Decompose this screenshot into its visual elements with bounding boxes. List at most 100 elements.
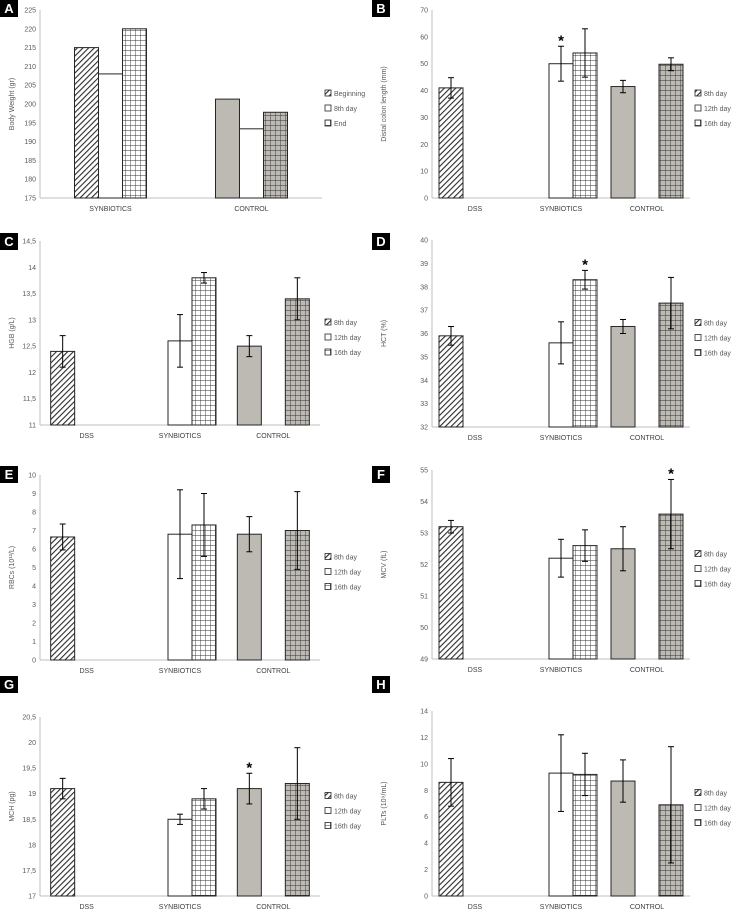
y-tick-label: 30 — [420, 115, 428, 122]
y-tick-label: 10 — [28, 473, 36, 480]
y-tick-label: 39 — [420, 261, 428, 268]
y-tick-label: 36 — [420, 331, 428, 338]
legend-label-16th-day: 16th day — [334, 350, 361, 357]
category-label-control: CONTROL — [234, 206, 268, 213]
y-tick-label: 0 — [32, 658, 36, 665]
category-label-dss: DSS — [468, 904, 483, 911]
y-tick-label: 19 — [28, 791, 36, 798]
panel-h: H 0 2 4 6 8 10 12 14 PLTs (10⁹/mL) DSS SYNBIOTICS CO… — [372, 676, 731, 911]
panel-label-box — [372, 233, 390, 250]
error-bar-dss-8th-day — [448, 519, 454, 534]
error-bar-control-16th-day — [294, 747, 301, 820]
y-tick-label: 0 — [424, 894, 428, 901]
category-label-control: CONTROL — [256, 433, 290, 440]
category-label-control: CONTROL — [630, 667, 664, 674]
legend-swatch-8th-day — [694, 319, 702, 326]
panel-label: D — [376, 234, 385, 249]
y-tick-label: 225 — [24, 8, 36, 15]
legend-swatch-12th-day — [324, 568, 332, 575]
bar-synbiotics-end — [122, 28, 147, 199]
legend-label-12th-day: 12th day — [704, 106, 731, 113]
category-label-control: CONTROL — [630, 904, 664, 911]
y-tick-label: 20 — [28, 740, 36, 747]
legend-swatch-12th-day — [694, 565, 702, 572]
bar-control-8th-day — [236, 345, 262, 426]
y-tick-label: 7 — [32, 528, 36, 535]
legend-swatch-12th-day — [694, 804, 702, 811]
bar-dss-8th-day — [438, 335, 464, 428]
bar-dss-8th-day — [438, 87, 464, 199]
y-tick-label: 210 — [24, 64, 36, 71]
y-axis-label: Body Weight (gr) — [9, 78, 16, 130]
panel-label: B — [376, 1, 385, 16]
category-label-control: CONTROL — [256, 904, 290, 911]
legend-label-8th-day: 8th day — [334, 794, 357, 801]
legend-swatch-12th-day — [324, 807, 332, 814]
legend-label-16th-day: 16th day — [704, 351, 731, 358]
legend-swatch-16th-day — [694, 580, 702, 587]
y-tick-label: 40 — [420, 238, 428, 245]
y-tick-label: 1 — [32, 639, 36, 646]
legend-label-16th-day: 16th day — [334, 585, 361, 592]
panel-label-box — [372, 0, 390, 17]
category-label-control: CONTROL — [630, 206, 664, 213]
y-tick-label: 32 — [420, 425, 428, 432]
legend-label-12th-day: 12th day — [334, 335, 361, 342]
panel-d: D 32 33 34 35 36 37 38 39 40 HCT (%) DSS SYNBIOTICS *… — [372, 233, 731, 442]
panel-c: C 11 11,5 12 12,5 13 13,5 14 14,5 HGB (g/L) DSS SYN… — [0, 233, 361, 440]
error-bar-control-8th-day — [620, 318, 626, 334]
error-bar-control-8th-day — [246, 335, 253, 358]
legend-swatch-16th-day — [694, 349, 702, 356]
bar-control-beginning — [215, 98, 240, 199]
panel-label: F — [377, 467, 385, 482]
legend-swatch-16th-day — [694, 119, 702, 127]
y-tick-label: 12 — [420, 735, 428, 742]
legend-label-12th-day: 12th day — [334, 809, 361, 816]
y-tick-label: 52 — [420, 562, 428, 569]
y-tick-label: 0 — [424, 196, 428, 203]
legend-swatch-8th-day — [694, 550, 702, 557]
panel-label: E — [5, 467, 14, 482]
y-tick-label: 37 — [420, 308, 428, 315]
y-tick-label: 10 — [420, 761, 428, 768]
y-tick-label: 8 — [32, 510, 36, 517]
y-tick-label: 2 — [32, 621, 36, 628]
bar-control-8th-day — [610, 325, 636, 428]
legend-swatch-12th-day — [694, 104, 702, 112]
error-bar-synbiotics-12th-day — [558, 321, 564, 365]
panel-b: B 0 10 20 30 40 50 60 70 Distal colon length (mm)… — [372, 0, 731, 213]
y-tick-label: 17 — [28, 894, 36, 901]
panel-label-box — [372, 466, 390, 483]
legend-label-12th-day: 12th day — [334, 570, 361, 577]
bar-synbiotics-8th-day — [98, 73, 123, 199]
legend-swatch-8th-day — [324, 553, 332, 560]
y-tick-label: 38 — [420, 284, 428, 291]
legend-label-beginning: Beginning — [334, 91, 365, 98]
category-label-control: CONTROL — [256, 668, 290, 675]
y-tick-label: 55 — [420, 468, 428, 475]
legend-label-8th-day: 8th day — [334, 106, 357, 113]
y-tick-label: 220 — [24, 26, 36, 33]
category-label-dss: DSS — [468, 206, 483, 213]
y-tick-label: 70 — [420, 8, 428, 15]
y-tick-label: 3 — [32, 602, 36, 609]
y-tick-label: 185 — [24, 158, 36, 165]
legend-label-12th-day: 12th day — [704, 567, 731, 574]
error-bar-synbiotics-16th-day — [201, 493, 207, 557]
y-axis-label: MCH (pg) — [9, 791, 16, 821]
y-tick-label: 54 — [420, 499, 428, 506]
bar-synbiotics-16th-day — [191, 277, 217, 426]
error-bar-synbiotics-12th-day — [558, 45, 564, 82]
legend-swatch-beginning — [324, 89, 332, 97]
y-tick-label: 20 — [420, 142, 428, 149]
y-tick-label: 200 — [24, 102, 36, 109]
error-bar-synbiotics-16th-day — [201, 788, 207, 810]
y-tick-label: 60 — [420, 34, 428, 41]
panel-g: G 17 17,5 18 18,5 19 19,5 20 20,5 MCH (pg) DSS SYNB… — [0, 676, 361, 911]
panel-label-box — [0, 233, 18, 250]
y-tick-label: 18,5 — [22, 817, 36, 824]
y-tick-label: 14 — [420, 709, 428, 716]
bar-dss-8th-day — [50, 788, 76, 897]
error-bar-synbiotics-12th-day — [558, 734, 564, 812]
error-bar-dss-8th-day — [448, 77, 454, 99]
